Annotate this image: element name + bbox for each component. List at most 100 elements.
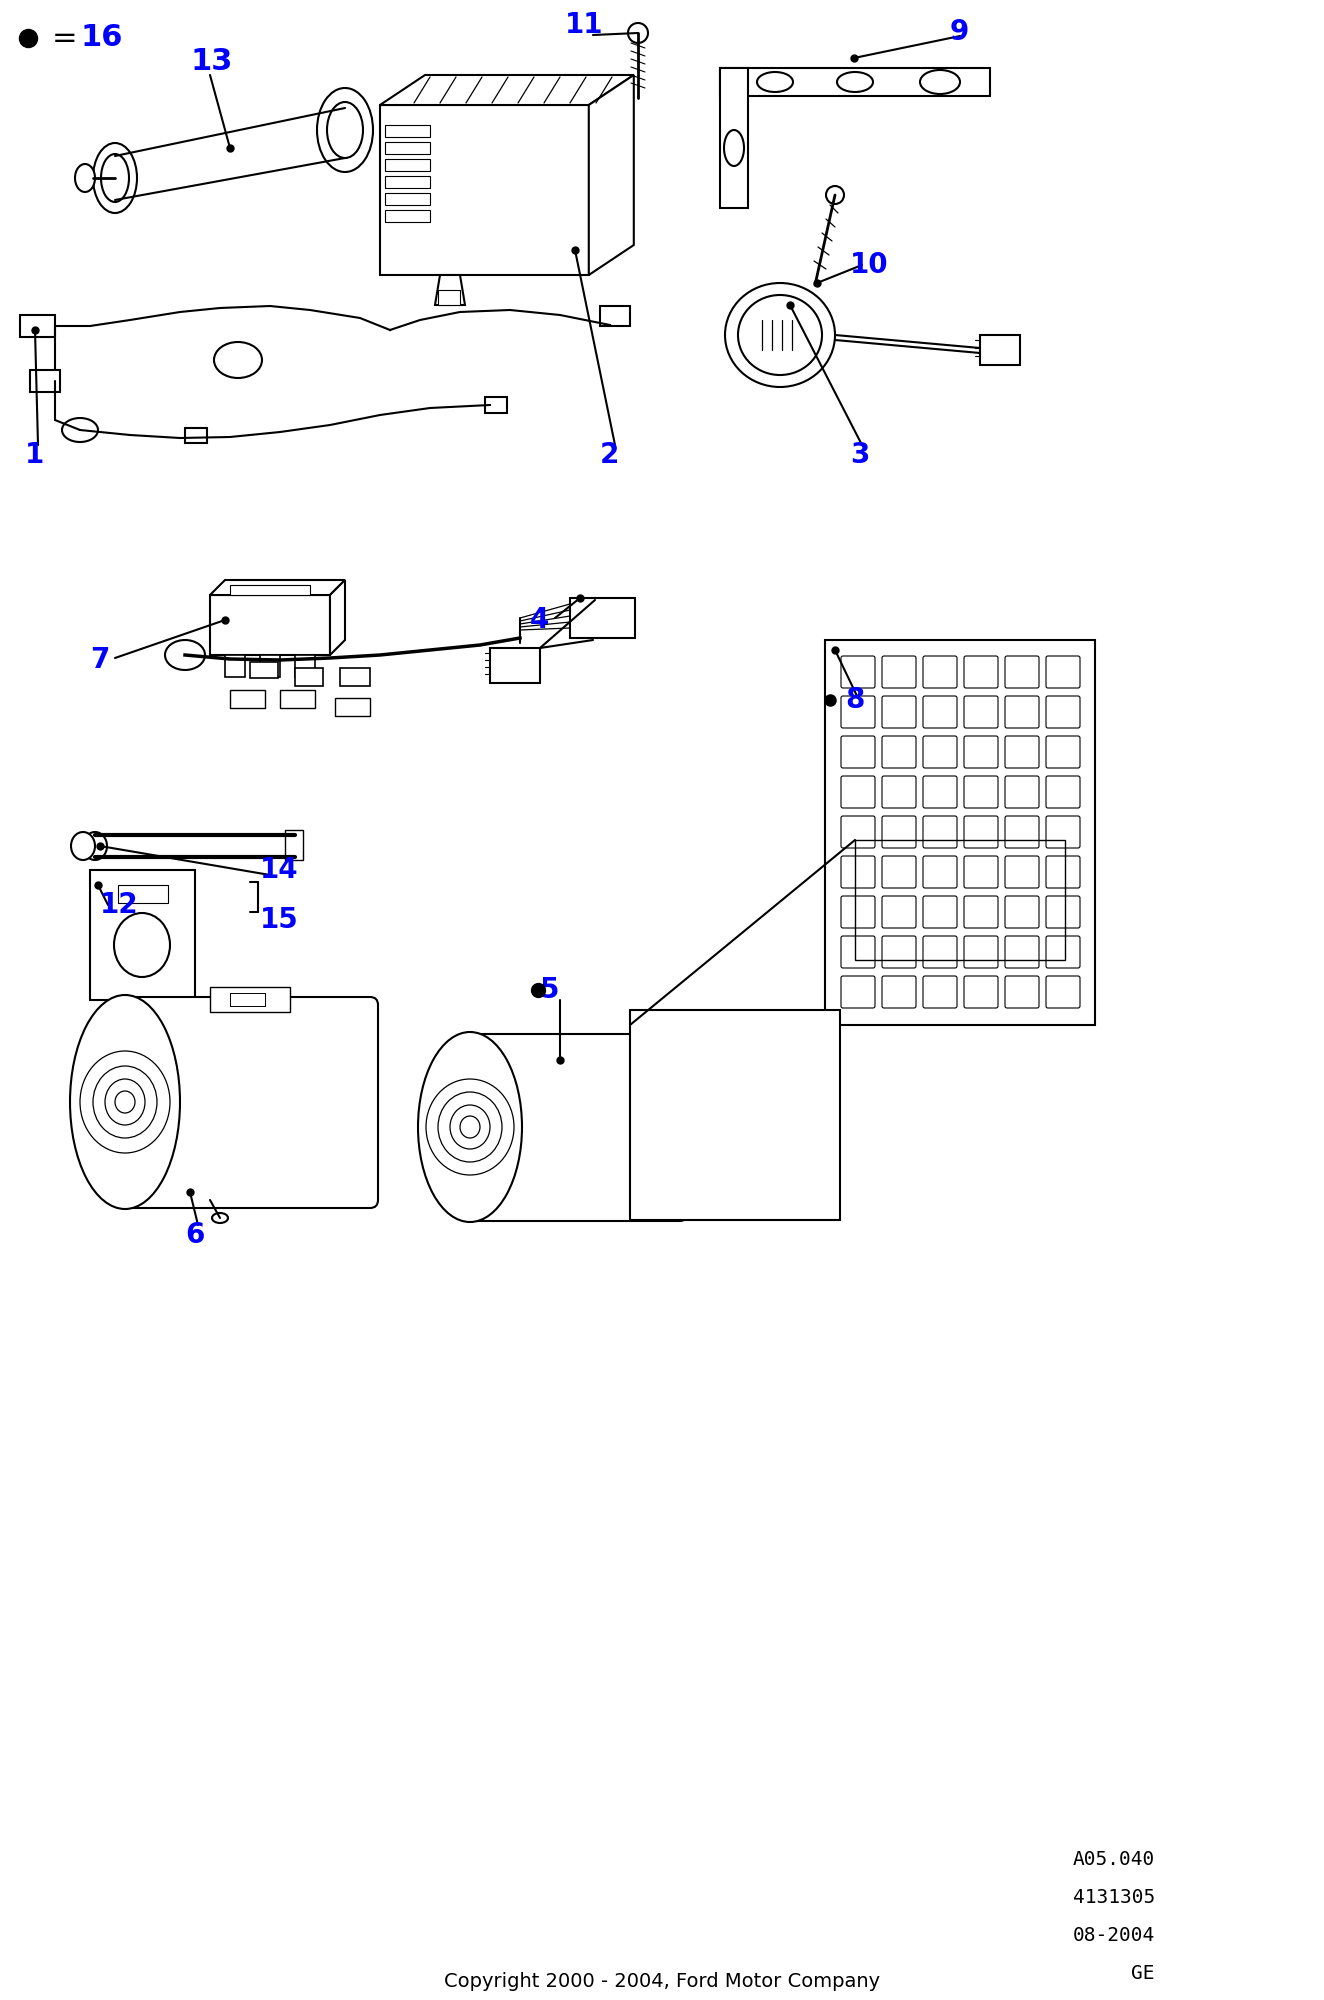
Ellipse shape [724,130,744,166]
Bar [720,68,990,96]
FancyBboxPatch shape [964,776,998,808]
Text: 5: 5 [540,976,560,1004]
Text: =: = [52,24,78,52]
Ellipse shape [920,70,960,94]
Ellipse shape [726,282,835,388]
Bar [95,836,295,856]
Bar [118,884,168,904]
Bar [650,1160,690,1180]
Ellipse shape [212,1212,228,1222]
Ellipse shape [837,72,873,92]
FancyBboxPatch shape [1046,776,1080,808]
Ellipse shape [327,102,363,158]
Ellipse shape [757,72,793,92]
Text: 12: 12 [101,892,139,920]
FancyBboxPatch shape [964,816,998,848]
Text: Copyright 2000 - 2004, Ford Motor Company: Copyright 2000 - 2004, Ford Motor Compan… [444,1972,880,1992]
Bar [250,662,278,678]
FancyBboxPatch shape [1046,816,1080,848]
FancyBboxPatch shape [841,656,875,688]
Bar [90,870,195,1000]
Text: 08-2004: 08-2004 [1072,1926,1155,1944]
Text: 4: 4 [530,606,549,634]
Bar [185,428,207,444]
FancyBboxPatch shape [841,896,875,928]
Bar [20,314,56,336]
FancyBboxPatch shape [1046,656,1080,688]
Text: 9: 9 [951,18,969,46]
Bar [295,668,323,686]
FancyBboxPatch shape [923,896,957,928]
Bar [385,160,430,172]
Bar [260,656,279,676]
Text: 7: 7 [90,646,110,674]
Text: 15: 15 [260,906,299,934]
FancyBboxPatch shape [1046,936,1080,968]
FancyBboxPatch shape [1005,696,1039,728]
FancyBboxPatch shape [117,996,377,1208]
Ellipse shape [450,1104,490,1148]
Text: 16: 16 [79,24,123,52]
Bar [30,370,60,392]
Bar [980,334,1019,364]
Ellipse shape [71,832,95,860]
FancyBboxPatch shape [964,936,998,968]
FancyBboxPatch shape [841,696,875,728]
FancyBboxPatch shape [463,1034,686,1220]
Bar [340,668,369,686]
Bar [385,176,430,188]
Bar [571,598,636,638]
Ellipse shape [101,154,128,202]
Bar [110,1000,175,1020]
FancyBboxPatch shape [841,776,875,808]
FancyBboxPatch shape [882,936,916,968]
Text: 3: 3 [850,442,870,468]
FancyBboxPatch shape [1046,856,1080,888]
Ellipse shape [426,1080,514,1174]
Ellipse shape [93,144,136,212]
FancyBboxPatch shape [1005,736,1039,768]
Ellipse shape [214,342,262,378]
Bar [600,306,630,326]
FancyBboxPatch shape [841,736,875,768]
Ellipse shape [459,1116,481,1138]
Bar [225,656,245,676]
FancyBboxPatch shape [964,736,998,768]
Text: A05.040: A05.040 [1072,1850,1155,1868]
FancyBboxPatch shape [1005,896,1039,928]
Bar [650,1070,690,1090]
Text: 13: 13 [191,48,233,76]
Ellipse shape [166,640,205,670]
FancyBboxPatch shape [882,816,916,848]
Ellipse shape [114,912,169,976]
FancyBboxPatch shape [923,976,957,1008]
Ellipse shape [115,1092,135,1112]
FancyBboxPatch shape [923,696,957,728]
Bar [490,648,540,684]
Text: 4131305: 4131305 [1072,1888,1155,1908]
Ellipse shape [418,1032,522,1222]
Text: 1: 1 [25,442,44,468]
FancyBboxPatch shape [1005,976,1039,1008]
Bar [385,194,430,206]
Polygon shape [436,274,465,304]
Text: 14: 14 [260,856,299,884]
Bar [630,1010,839,1220]
FancyBboxPatch shape [841,856,875,888]
FancyBboxPatch shape [923,656,957,688]
Bar [230,584,310,596]
Text: GE: GE [1132,1964,1155,1984]
FancyBboxPatch shape [964,656,998,688]
Text: 11: 11 [565,10,604,38]
FancyBboxPatch shape [964,856,998,888]
Bar [295,656,315,676]
FancyBboxPatch shape [1046,896,1080,928]
Ellipse shape [62,418,98,442]
Ellipse shape [628,22,647,42]
FancyBboxPatch shape [1005,856,1039,888]
FancyBboxPatch shape [923,776,957,808]
FancyBboxPatch shape [1005,776,1039,808]
FancyBboxPatch shape [923,856,957,888]
FancyBboxPatch shape [1005,936,1039,968]
Bar [335,698,369,716]
